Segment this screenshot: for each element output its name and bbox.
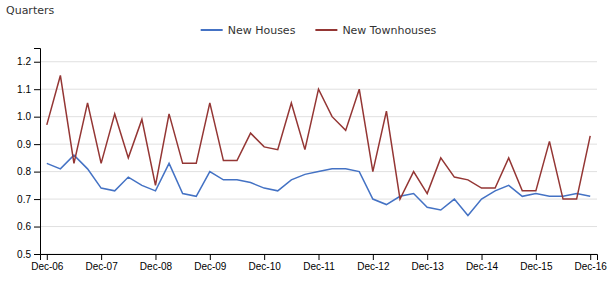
- y-tick-mark: [34, 62, 40, 63]
- x-tick-label: Dec-12: [357, 261, 390, 272]
- x-tick-mark: [101, 254, 102, 260]
- x-tick-mark: [536, 254, 537, 260]
- x-tick: Dec-14: [466, 254, 499, 272]
- y-axis: 0.5 0.6 0.7 0.8 0.9 1.0 1.1 1.2: [17, 49, 40, 260]
- x-tick: Dec-07: [86, 254, 119, 272]
- y-tick-mark: [34, 199, 40, 200]
- x-tick-label: Dec-14: [466, 261, 499, 272]
- series-line: [47, 75, 590, 199]
- x-tick-label: Dec-13: [412, 261, 445, 272]
- x-tick-mark: [482, 254, 483, 260]
- y-tick-mark: [34, 227, 40, 228]
- chart: 0.50.60.70.80.91.01.11.2Dec-06Dec-07Dec-…: [0, 0, 613, 282]
- x-tick-mark: [427, 254, 428, 260]
- x-axis-line: [41, 255, 598, 261]
- y-tick: 1.0: [17, 111, 40, 122]
- y-tick-mark: [34, 117, 40, 118]
- y-tick-label: 0.9: [17, 139, 31, 150]
- x-tick: Dec-15: [520, 254, 553, 272]
- x-tick-label: Dec-15: [520, 261, 553, 272]
- x-tick: Dec-11: [303, 254, 335, 272]
- grid-line: [40, 116, 597, 117]
- legend: New Houses New Townhouses: [201, 24, 437, 37]
- y-tick-label: 1.2: [17, 56, 31, 67]
- legend-label: New Houses: [228, 24, 296, 37]
- x-tick-mark: [210, 254, 211, 260]
- y-tick-label: 0.8: [17, 166, 31, 177]
- y-tick-mark: [34, 172, 40, 173]
- y-tick-label: 1.1: [17, 84, 31, 95]
- grid-line: [40, 226, 597, 227]
- y-tick: 1.2: [17, 56, 40, 67]
- x-axis: Dec-06 Dec-07 Dec-08 Dec-09 Dec-10 Dec-11 Dec-…: [31, 254, 607, 272]
- y-tick-mark: [34, 254, 40, 255]
- x-tick-mark: [155, 254, 156, 260]
- y-axis-line: [34, 49, 41, 255]
- x-tick-label: Dec-11: [303, 261, 335, 272]
- grid-line: [40, 61, 597, 62]
- y-tick-mark: [34, 144, 40, 145]
- x-tick-mark: [47, 254, 48, 260]
- lines: [47, 75, 590, 215]
- x-tick: Dec-13: [412, 254, 445, 272]
- x-tick-label: Dec-10: [249, 261, 282, 272]
- x-tick-mark: [264, 254, 265, 260]
- series-line: [47, 155, 590, 215]
- legend-swatch: [201, 29, 223, 31]
- y-tick-label: 0.5: [17, 249, 31, 260]
- y-tick: 0.5: [17, 249, 40, 260]
- y-tick: 0.8: [17, 166, 40, 177]
- legend-swatch: [315, 29, 337, 31]
- x-tick-mark: [319, 254, 320, 260]
- x-tick: Dec-09: [194, 254, 227, 272]
- y-tick-label: 0.7: [17, 194, 31, 205]
- x-tick-mark: [590, 254, 591, 260]
- grid-line: [40, 199, 597, 200]
- y-tick: 1.1: [17, 84, 40, 95]
- x-tick-label: Dec-08: [140, 261, 173, 272]
- plot: 0.50.60.70.80.91.01.11.2Dec-06Dec-07Dec-…: [17, 49, 607, 273]
- y-tick: 0.6: [17, 221, 40, 232]
- x-tick-label: Dec-06: [31, 261, 64, 272]
- grid: [40, 62, 597, 254]
- x-tick: Dec-06: [31, 254, 64, 272]
- y-label: Quarters: [6, 4, 54, 17]
- y-tick-mark: [34, 89, 40, 90]
- y-tick-label: 0.6: [17, 221, 31, 232]
- y-tick: 0.9: [17, 139, 40, 150]
- x-tick-mark: [373, 254, 374, 260]
- y-tick-label: 1.0: [17, 111, 31, 122]
- x-tick: Dec-10: [249, 254, 282, 272]
- x-tick: Dec-08: [140, 254, 173, 272]
- legend-item: New Townhouses: [315, 24, 436, 37]
- legend-label: New Townhouses: [342, 24, 436, 37]
- x-tick: Dec-16: [575, 254, 608, 272]
- x-tick-label: Dec-16: [575, 261, 608, 272]
- x-tick-label: Dec-07: [86, 261, 119, 272]
- y-tick: 0.7: [17, 194, 40, 205]
- legend-item: New Houses: [201, 24, 296, 37]
- x-tick: Dec-12: [357, 254, 390, 272]
- x-tick-label: Dec-09: [194, 261, 227, 272]
